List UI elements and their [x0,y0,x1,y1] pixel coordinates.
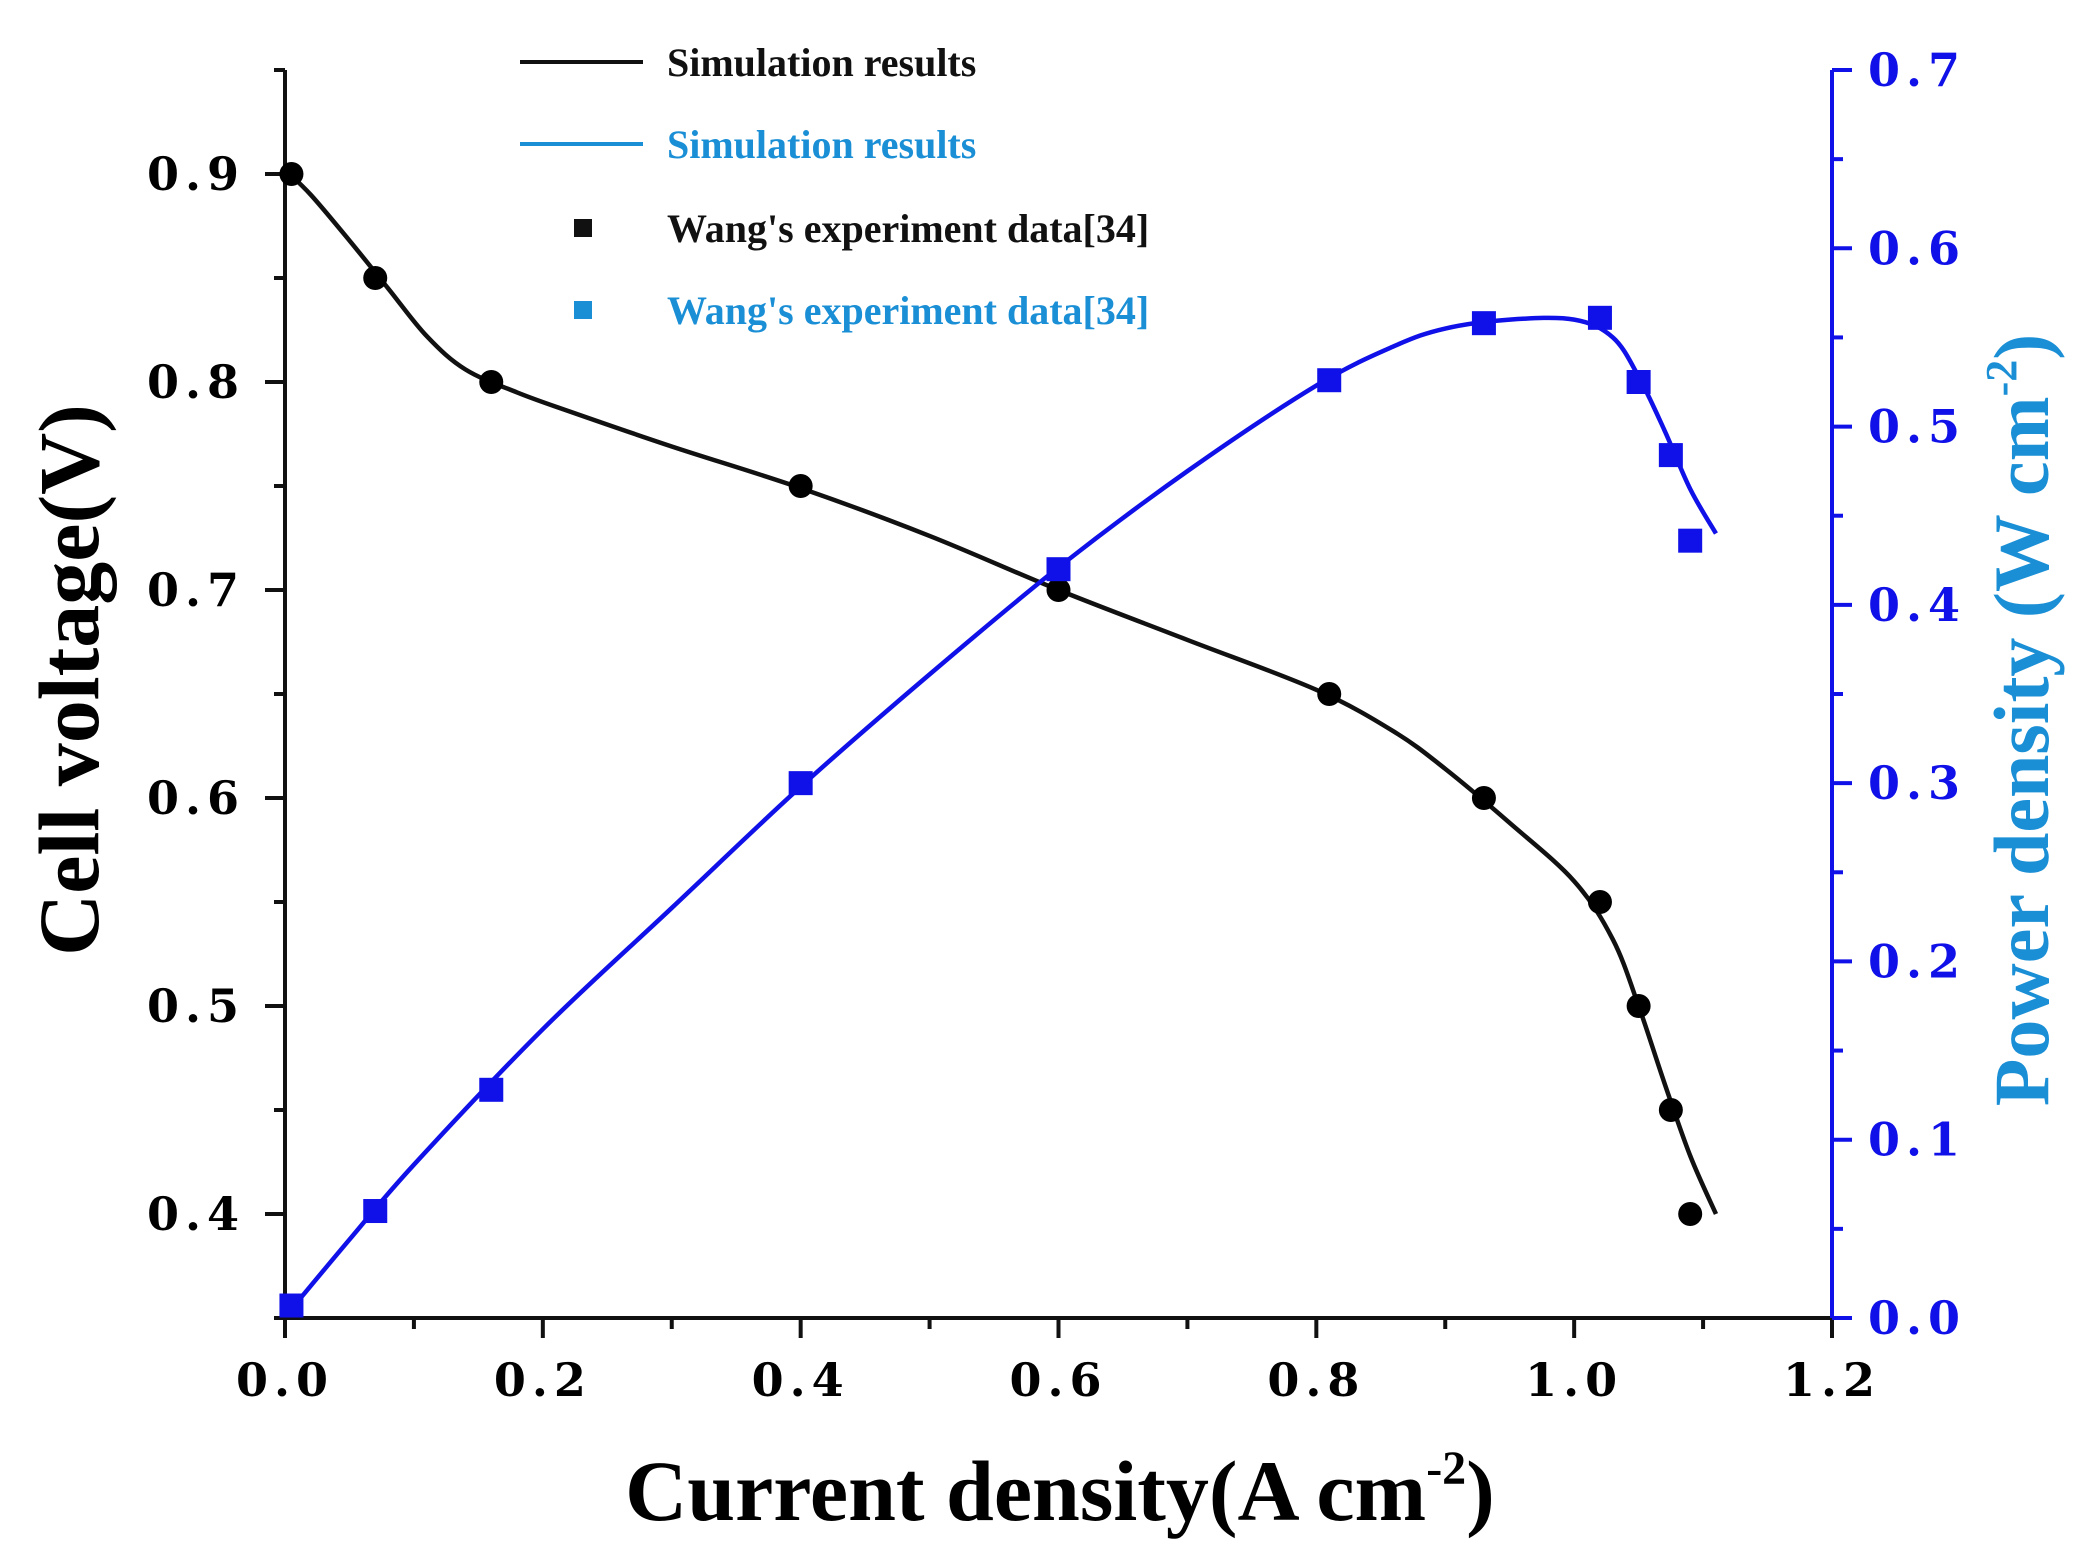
plot-series [279,162,1719,1318]
voltage-experiment-point [1471,786,1496,810]
legend-square-symbol [574,301,592,319]
y-right-tick-label: 0.0 [1868,1291,1966,1345]
y-right-axis-title: Power density (W cm-2) [1977,334,2065,1107]
y-left-tick-label: 0.4 [147,1187,245,1241]
x-axis-title: Current density(A cm-2) [625,1442,1495,1539]
y-left-tick-label: 0.7 [147,563,245,617]
power-experiment-point [1658,443,1683,468]
y-right-tick-label: 0.2 [1868,934,1966,988]
x-tick-label: 1.0 [1525,1353,1623,1407]
voltage-experiment-point [1317,682,1342,706]
y-right-tick-label: 0.5 [1868,400,1966,454]
legend-label: Simulation results [667,40,976,85]
voltage-experiment-point [363,266,388,290]
legend-square-symbol [574,219,592,237]
axes: 0.0 0.2 0.4 0.6 0.8 1.0 1.2 0.4 0.5 0.6 0.7 0.8 0.9 0… [147,43,1966,1407]
x-axis-title-sup: -2 [1426,1442,1466,1495]
power-experiment-point [279,1293,304,1318]
power-experiment-point [479,1077,504,1102]
voltage-experiment-point [1046,578,1071,602]
x-tick-label: 0.4 [752,1353,850,1407]
y-left-tick-label: 0.8 [147,355,245,409]
power-experiment-point [1317,368,1342,393]
power-experiment-point [1471,311,1496,336]
x-axis-title-main: Current density(A cm [625,1443,1426,1539]
y-left-tick-label: 0.6 [147,771,245,825]
y-right-tick-label: 0.3 [1868,756,1966,810]
y-right-tick-label: 0.6 [1868,221,1966,275]
power-experiment-point [1626,370,1651,394]
y-right-axis-title-main: Power density (W cm [1978,396,2065,1106]
legend-label: Simulation results [667,122,976,167]
voltage-experiment-point [788,474,813,498]
power-experiment-point [788,771,813,796]
x-tick-label: 0.0 [236,1353,334,1407]
voltage-experiment-point [479,370,504,394]
y-right-axis-title-end: ) [1978,334,2065,360]
legend-label: Wang's experiment data[34] [667,288,1149,333]
x-tick-label: 1.2 [1783,1353,1881,1407]
power-experiment-point [1587,305,1612,330]
legend: Simulation results Simulation results Wang… [520,40,1149,333]
power-experiment-point [1678,528,1703,553]
x-tick-label: 0.2 [494,1353,592,1407]
x-tick-label: 0.8 [1267,1353,1365,1407]
y-right-axis-title-sup: -2 [1977,360,2026,397]
voltage-experiment-point [1678,1202,1703,1226]
voltage-experiment-point [1626,994,1651,1018]
x-tick-label: 0.6 [1009,1353,1107,1407]
x-axis-title-end: ) [1466,1443,1495,1539]
voltage-experiment-point [1587,890,1612,914]
power-experiment-point [363,1199,388,1224]
y-right-tick-label: 0.1 [1868,1113,1966,1167]
voltage-experiment-point [279,162,304,186]
power-density-simulation-line [289,315,1718,1311]
y-left-tick-label: 0.5 [147,979,245,1033]
legend-label: Wang's experiment data[34] [667,206,1149,251]
voltage-experiment-point [1658,1098,1683,1122]
power-experiment-point [1046,557,1071,582]
y-right-tick-label: 0.4 [1868,578,1966,632]
y-left-axis-title: Cell voltage(V) [21,404,117,956]
y-right-tick-label: 0.7 [1868,43,1966,97]
y-left-tick-label: 0.9 [147,147,245,201]
